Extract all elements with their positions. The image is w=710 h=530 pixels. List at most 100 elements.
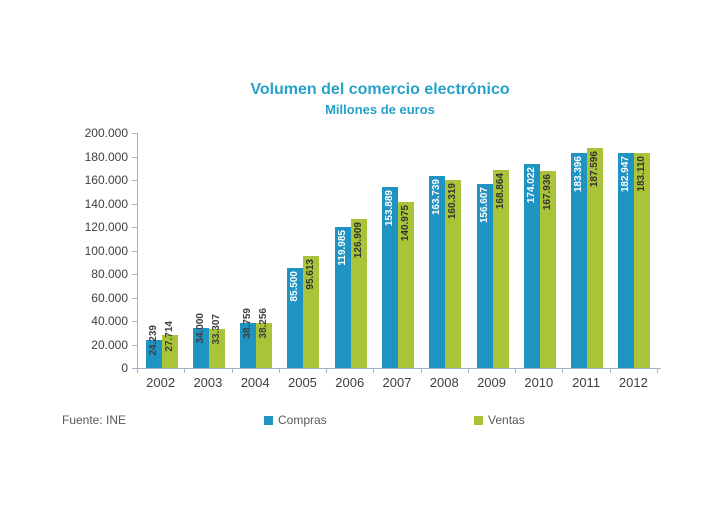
bar-group-2002: 24.239 27.714 <box>138 133 185 368</box>
x-axis-label: 2005 <box>287 375 317 390</box>
bar-group-2005: 85.500 95.613 <box>280 133 327 368</box>
y-tick-label: 200.000 <box>84 126 128 140</box>
x-tick-mark <box>278 369 280 373</box>
y-tick-label: 120.000 <box>84 220 128 234</box>
bar-value-label: 187.596 <box>589 150 601 187</box>
bar-compras-2005: 85.500 <box>287 267 304 368</box>
bar-compras-2002: 24.239 <box>145 325 162 368</box>
legend-label-ventas: Ventas <box>488 413 525 427</box>
y-tick-mark <box>132 321 137 322</box>
bar-ventas-2007: 140.975 <box>397 202 414 368</box>
y-tick-mark <box>132 156 137 158</box>
y-tick-mark <box>132 344 137 346</box>
bar-ventas-2003: 33.307 <box>208 314 225 368</box>
legend-item-compras: Compras <box>264 413 327 427</box>
y-tick-label: 180.000 <box>84 149 128 164</box>
x-tick-mark <box>326 369 328 373</box>
y-tick-label: 140.000 <box>84 196 128 211</box>
y-tick-label: 0 <box>121 361 128 375</box>
bar-compras-2007: 153.889 <box>381 187 398 368</box>
legend-label-compras: Compras <box>278 413 327 427</box>
y-tick-label: 20.000 <box>91 337 128 352</box>
y-tick-mark <box>132 133 137 134</box>
y-tick-mark <box>132 180 137 181</box>
bar-ventas-2010: 167.936 <box>539 170 556 368</box>
bar-value-label: 183.110 <box>636 155 648 192</box>
x-axis-label: 2004 <box>240 375 270 390</box>
x-tick-mark <box>467 369 469 373</box>
bar-group-2012: 182.947 183.110 <box>611 133 658 368</box>
ventas-swatch-icon <box>474 415 483 425</box>
bar-value-label: 183.396 <box>573 155 585 192</box>
x-axis-label: 2008 <box>429 375 459 390</box>
bar-value-label: 34.000 <box>194 313 206 344</box>
bar-value-label: 95.613 <box>305 258 317 290</box>
bar-compras-2006: 119.985 <box>334 227 351 368</box>
x-tick-mark <box>231 369 233 373</box>
bar-compras-2004: 38.759 <box>240 308 257 368</box>
x-axis-label: 2011 <box>572 375 601 390</box>
bar-value-label: 38.256 <box>258 308 270 339</box>
bar-ventas-2005: 95.613 <box>303 255 320 368</box>
chart-title: Volumen del comercio electrónico <box>250 81 510 98</box>
bar-value-label: 33.307 <box>210 314 222 345</box>
bar-group-2004: 38.759 38.256 <box>233 133 280 368</box>
bar-value-label: 27.714 <box>163 320 175 352</box>
x-tick-mark <box>373 369 375 373</box>
x-axis-label: 2006 <box>335 375 365 390</box>
bar-ventas-2002: 27.714 <box>161 321 178 368</box>
bar-compras-2012: 182.947 <box>618 153 635 368</box>
bar-value-label: 182.947 <box>620 156 632 193</box>
bar-group-2006: 119.985 126.909 <box>327 133 374 368</box>
bar-group-2007: 153.889 140.975 <box>374 133 421 368</box>
x-tick-mark <box>515 369 517 373</box>
bar-ventas-2008: 160.319 <box>445 179 462 368</box>
x-axis-line <box>137 368 661 369</box>
y-tick-mark <box>132 274 137 275</box>
bar-ventas-2011: 187.596 <box>587 147 604 368</box>
bar-ventas-2006: 126.909 <box>350 218 367 368</box>
legend-item-ventas: Ventas <box>474 413 525 427</box>
y-tick-label: 60.000 <box>91 290 128 305</box>
y-tick-label: 100.000 <box>84 243 128 258</box>
bar-compras-2008: 163.739 <box>429 175 446 368</box>
bar-value-label: 156.607 <box>478 187 490 224</box>
bar-value-label: 160.319 <box>447 182 459 219</box>
bar-value-label: 174.022 <box>525 166 537 203</box>
x-tick-mark <box>609 369 611 373</box>
x-axis-label: 2010 <box>524 375 554 390</box>
bar-value-label: 85.500 <box>289 270 301 302</box>
chart-subtitle: Millones de euros <box>325 102 435 117</box>
bar-value-label: 140.975 <box>399 205 411 242</box>
compras-swatch-icon <box>264 415 273 425</box>
bar-group-2011: 183.396 187.596 <box>563 133 610 368</box>
bar-compras-2009: 156.607 <box>476 184 493 368</box>
x-tick-mark <box>184 369 186 373</box>
bar-value-label: 126.909 <box>352 221 364 259</box>
bar-group-2009: 156.607 168.864 <box>469 133 516 368</box>
y-tick-mark <box>132 368 137 369</box>
y-tick-label: 80.000 <box>91 267 128 281</box>
bar-ventas-2012: 183.110 <box>634 152 651 368</box>
x-axis-label: 2002 <box>146 375 176 390</box>
bar-ventas-2004: 38.256 <box>256 308 273 368</box>
bar-group-2008: 163.739 160.319 <box>422 133 469 368</box>
x-axis-label: 2003 <box>193 375 223 390</box>
bar-value-label: 167.936 <box>541 173 553 210</box>
y-tick-mark <box>132 297 137 299</box>
bar-compras-2003: 34.000 <box>192 313 209 368</box>
y-tick-mark <box>132 250 137 252</box>
x-tick-mark <box>562 369 564 373</box>
bar-compras-2011: 183.396 <box>571 152 588 368</box>
x-axis-label: 2007 <box>382 375 412 390</box>
y-tick-label: 160.000 <box>84 173 128 187</box>
y-tick-label: 40.000 <box>91 314 128 328</box>
bar-value-label: 168.864 <box>494 172 506 209</box>
y-tick-mark <box>132 227 137 228</box>
x-axis-label: 2012 <box>618 375 648 390</box>
bar-value-label: 153.889 <box>383 190 395 227</box>
bar-value-label: 24.239 <box>147 324 159 356</box>
bar-value-label: 119.985 <box>336 230 348 266</box>
y-tick-mark <box>132 203 137 205</box>
